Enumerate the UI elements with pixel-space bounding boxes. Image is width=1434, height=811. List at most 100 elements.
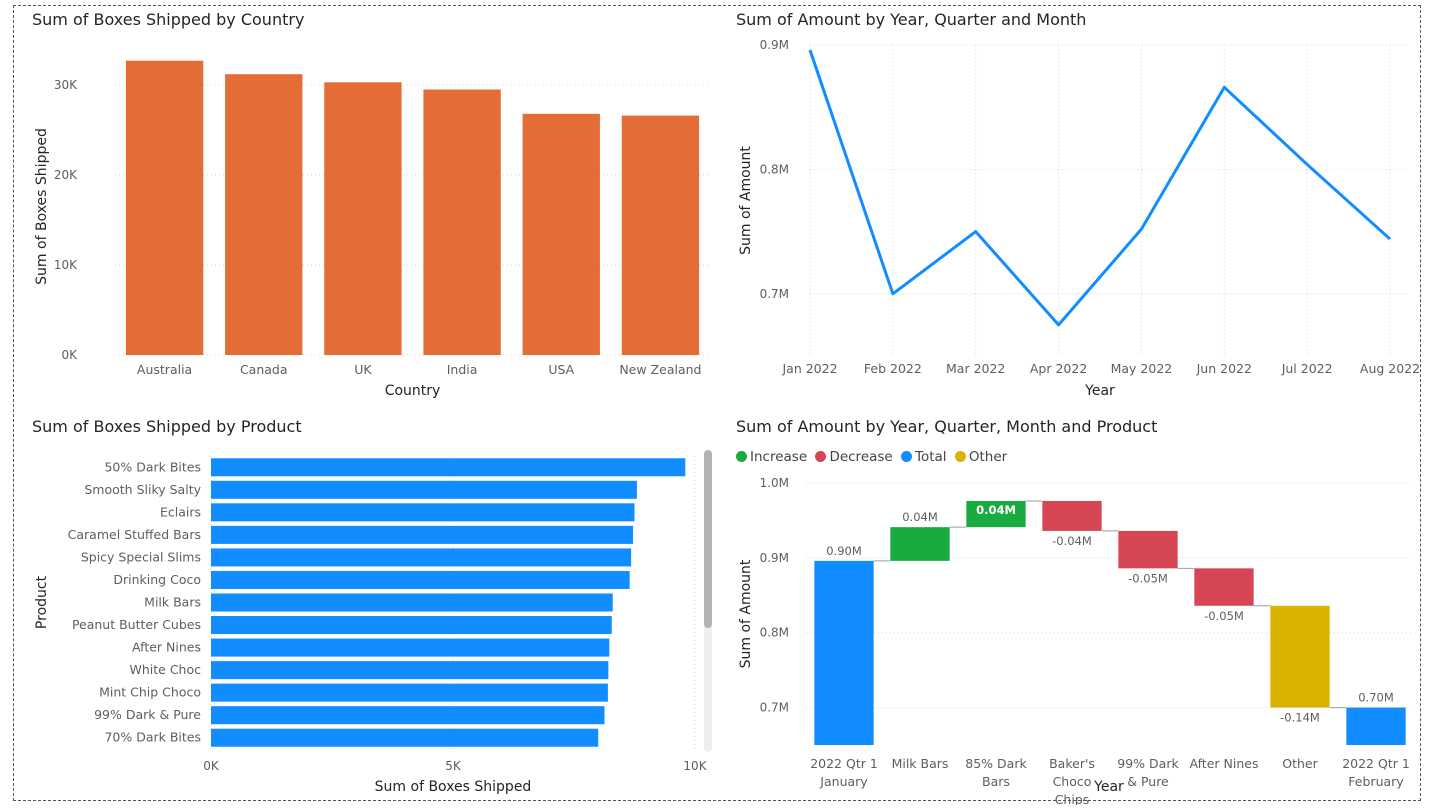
y-tick-label: 20K: [54, 168, 78, 182]
y-tick-label: After Nines: [132, 640, 201, 655]
bar: [225, 74, 303, 355]
data-label: 0.90M: [826, 544, 862, 558]
amount-line-chart-panel[interactable]: Sum of Amount by Year, Quarter and Month…: [724, 8, 1424, 403]
chart-legend[interactable]: Increase Decrease Total Other: [736, 449, 1011, 465]
waterfall-bar: [1270, 605, 1330, 708]
data-label: 0.70M: [1358, 691, 1394, 705]
x-axis-title: Year: [1093, 779, 1124, 795]
x-tick-label: 85% Dark: [965, 756, 1027, 771]
bar: [211, 548, 632, 567]
x-tick-label: USA: [548, 362, 574, 377]
legend-item-other[interactable]: Other: [954, 449, 1007, 465]
x-tick-label: Jun 2022: [1196, 361, 1252, 376]
y-tick-label: 99% Dark & Pure: [94, 707, 201, 722]
bar: [522, 113, 600, 355]
x-tick-label: Australia: [137, 362, 192, 377]
y-tick-label: 0.8M: [760, 162, 789, 176]
x-tick-label: Canada: [240, 362, 288, 377]
data-label: -0.04M: [1052, 534, 1092, 548]
y-tick-label: Spicy Special Slims: [81, 549, 201, 564]
y-tick-label: 30K: [54, 78, 78, 92]
y-tick-label: Smooth Sliky Salty: [84, 482, 201, 497]
x-tick-label: Baker's: [1049, 756, 1095, 771]
x-tick-label: Choco: [1053, 774, 1092, 789]
amount-line-chart[interactable]: 0.7M 0.8M 0.9M Jan 2022 Feb 2022 Mar 2022 Apr …: [724, 8, 1424, 403]
country-bar-chart[interactable]: 0K 10K 20K 30K Australia Canada UK India USA New …: [20, 8, 720, 403]
data-label: -0.05M: [1128, 571, 1168, 585]
x-tick-label: 10K: [683, 759, 707, 773]
bar: [211, 570, 630, 589]
legend-item-total[interactable]: Total: [901, 449, 947, 465]
y-tick-label: Eclairs: [160, 504, 201, 519]
bar: [621, 115, 700, 355]
y-axis-title: Sum of Boxes Shipped: [34, 128, 50, 285]
y-tick-label: 0.7M: [760, 701, 789, 715]
bar: [211, 458, 686, 477]
x-tick-label: 5K: [445, 759, 462, 773]
waterfall-bar: [814, 560, 874, 745]
dashboard-frame: [13, 5, 1421, 801]
legend-dot: [901, 451, 913, 462]
bar: [211, 616, 612, 635]
x-tick-label: New Zealand: [619, 362, 701, 377]
legend-label: Decrease: [829, 449, 893, 465]
legend-item-decrease[interactable]: Decrease: [815, 449, 893, 465]
bar: [211, 503, 635, 522]
x-tick-label: Mar 2022: [946, 361, 1005, 376]
bar: [211, 480, 637, 499]
y-tick-label: 0K: [61, 348, 78, 362]
data-label: -0.14M: [1280, 711, 1320, 725]
product-bar-chart[interactable]: 0K 5K 10K 50% Dark Bites Smooth Sliky Salty E…: [20, 415, 720, 805]
legend-item-increase[interactable]: Increase: [736, 449, 807, 465]
legend-label: Total: [915, 449, 947, 465]
y-tick-label: Peanut Butter Cubes: [72, 617, 201, 632]
series-line: [808, 49, 1392, 327]
scrollbar-track[interactable]: [704, 450, 712, 752]
y-tick-label: 1.0M: [760, 476, 789, 490]
waterfall-bar: [1118, 530, 1178, 569]
x-tick-label: Other: [1282, 756, 1318, 771]
x-tick-label: Milk Bars: [892, 756, 949, 771]
x-tick-label: Jan 2022: [781, 361, 837, 376]
x-tick-label: 2022 Qtr 1: [1342, 756, 1410, 771]
x-tick-label: India: [447, 362, 478, 377]
legend-dot: [815, 451, 827, 462]
data-label: 0.04M: [902, 510, 938, 524]
y-tick-label: 0.9M: [760, 38, 789, 52]
product-chart-panel[interactable]: Sum of Boxes Shipped by Product 0K 5K 10K 5…: [20, 415, 720, 805]
data-label: 0.04M: [976, 503, 1016, 517]
country-chart-panel[interactable]: Sum of Boxes Shipped by Country 0K 10K 20K…: [20, 8, 720, 403]
bar: [211, 638, 610, 657]
y-tick-label: White Choc: [130, 662, 202, 677]
bar: [324, 82, 402, 356]
legend-label: Increase: [750, 449, 808, 465]
x-axis-title: Year: [1084, 383, 1115, 399]
x-axis-title: Country: [385, 383, 441, 399]
y-tick-label: Caramel Stuffed Bars: [68, 527, 201, 542]
bar: [125, 60, 204, 355]
y-tick-label: Mint Chip Choco: [99, 685, 201, 700]
x-tick-label: Jul 2022: [1281, 361, 1333, 376]
chart-title: Sum of Amount by Year, Quarter, Month an…: [736, 417, 1158, 436]
y-tick-label: 70% Dark Bites: [104, 730, 201, 745]
bar: [211, 728, 599, 747]
waterfall-chart[interactable]: 0.7M 0.8M 0.9M 1.0M 0.90M 2022 Qtr 1 January 0.…: [724, 415, 1424, 805]
bar: [211, 525, 634, 544]
chart-title: Sum of Boxes Shipped by Product: [32, 417, 302, 436]
y-tick-label: Milk Bars: [144, 595, 201, 610]
x-tick-label: & Pure: [1127, 774, 1169, 789]
waterfall-bar: [1346, 707, 1406, 745]
legend-dot: [736, 451, 747, 462]
x-tick-label: 2022 Qtr 1: [810, 756, 878, 771]
x-tick-label: May 2022: [1111, 361, 1173, 376]
y-tick-label: 0.9M: [760, 551, 789, 565]
chart-title: Sum of Amount by Year, Quarter and Month: [736, 10, 1087, 29]
y-tick-label: 10K: [54, 258, 78, 272]
bar: [211, 661, 609, 680]
y-axis-title: Product: [34, 575, 50, 629]
x-tick-label: 0K: [203, 759, 220, 773]
waterfall-chart-panel[interactable]: Sum of Amount by Year, Quarter, Month an…: [724, 415, 1424, 805]
y-axis-title: Sum of Amount: [738, 559, 754, 668]
x-tick-label: 99% Dark: [1117, 756, 1179, 771]
scrollbar-thumb[interactable]: [704, 450, 712, 628]
